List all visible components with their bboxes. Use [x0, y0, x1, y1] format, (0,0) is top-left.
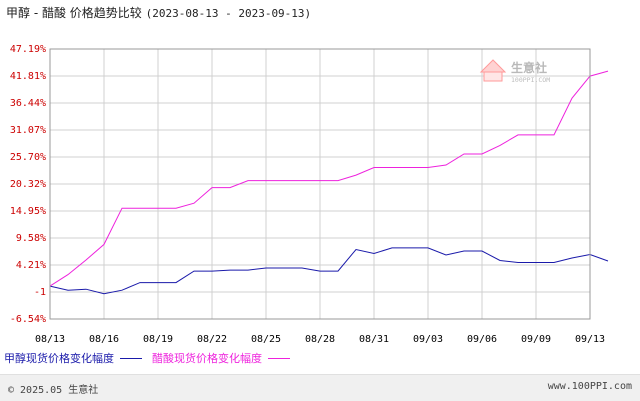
y-axis-ticks: 47.19% 41.81% 36.44% 31.07% 25.70% 20.32% 14.9…	[10, 44, 46, 325]
legend-label-methanol: 甲醇现货价格变化幅度	[4, 352, 114, 365]
y-tick-label: 9.58%	[16, 233, 46, 244]
plot-border	[49, 48, 591, 320]
x-axis-ticks: 08/13 08/16 08/19 08/22 08/25 08/28 08/31 09/03…	[35, 334, 605, 345]
x-tick-label: 08/16	[89, 334, 119, 345]
footer: © 2025.05 生意社 www.100PPI.com	[0, 374, 640, 401]
chart-title: 甲醇 - 醋酸 价格趋势比较 (2023-08-13 - 2023-09-13)	[6, 4, 311, 21]
y-tick-label: -1	[34, 287, 46, 298]
y-tick-label: 20.32%	[10, 179, 46, 190]
legend-item-methanol: 甲醇现货价格变化幅度	[4, 350, 142, 366]
legend-swatch-methanol	[120, 357, 142, 359]
y-tick-label: 14.95%	[10, 206, 46, 217]
legend-label-acetic: 醋酸现货价格变化幅度	[152, 352, 262, 365]
x-tick-label: 08/31	[359, 334, 389, 345]
y-tick-label: -6.54%	[10, 314, 46, 325]
x-tick-label: 08/19	[143, 334, 173, 345]
legend-item-acetic: 醋酸现货价格变化幅度	[152, 350, 290, 366]
x-tick-label: 09/13	[575, 334, 605, 345]
x-tick-label: 08/13	[35, 334, 65, 345]
legend-swatch-acetic	[268, 357, 290, 359]
footer-site-link[interactable]: www.100PPI.com	[547, 381, 632, 392]
y-tick-label: 31.07%	[10, 125, 46, 136]
x-tick-label: 08/22	[197, 334, 227, 345]
watermark: 生意社 100PPI.COM	[479, 59, 550, 84]
legend: 甲醇现货价格变化幅度 醋酸现货价格变化幅度	[4, 350, 300, 366]
footer-copyright: © 2025.05 生意社	[8, 385, 99, 396]
chart-grid	[49, 48, 591, 320]
x-tick-label: 08/25	[251, 334, 281, 345]
chart-title-main: 甲醇 - 醋酸 价格趋势比较	[6, 6, 142, 20]
chart-title-range: (2023-08-13 - 2023-09-13)	[145, 7, 312, 20]
x-tick-label: 09/09	[521, 334, 551, 345]
x-tick-label: 09/06	[467, 334, 497, 345]
series-lines	[49, 70, 609, 295]
y-tick-label: 25.70%	[10, 152, 46, 163]
y-tick-label: 36.44%	[10, 98, 46, 109]
watermark-name: 生意社	[511, 60, 547, 75]
y-tick-label: 41.81%	[10, 71, 46, 82]
series-line-acetic	[49, 70, 609, 287]
y-tick-label: 47.19%	[10, 44, 46, 55]
y-tick-label: 4.21%	[16, 260, 46, 271]
x-tick-label: 08/28	[305, 334, 335, 345]
x-tick-label: 09/03	[413, 334, 443, 345]
watermark-url: 100PPI.COM	[511, 76, 550, 84]
series-line-methanol	[49, 247, 609, 295]
watermark-logo-icon	[479, 59, 507, 82]
